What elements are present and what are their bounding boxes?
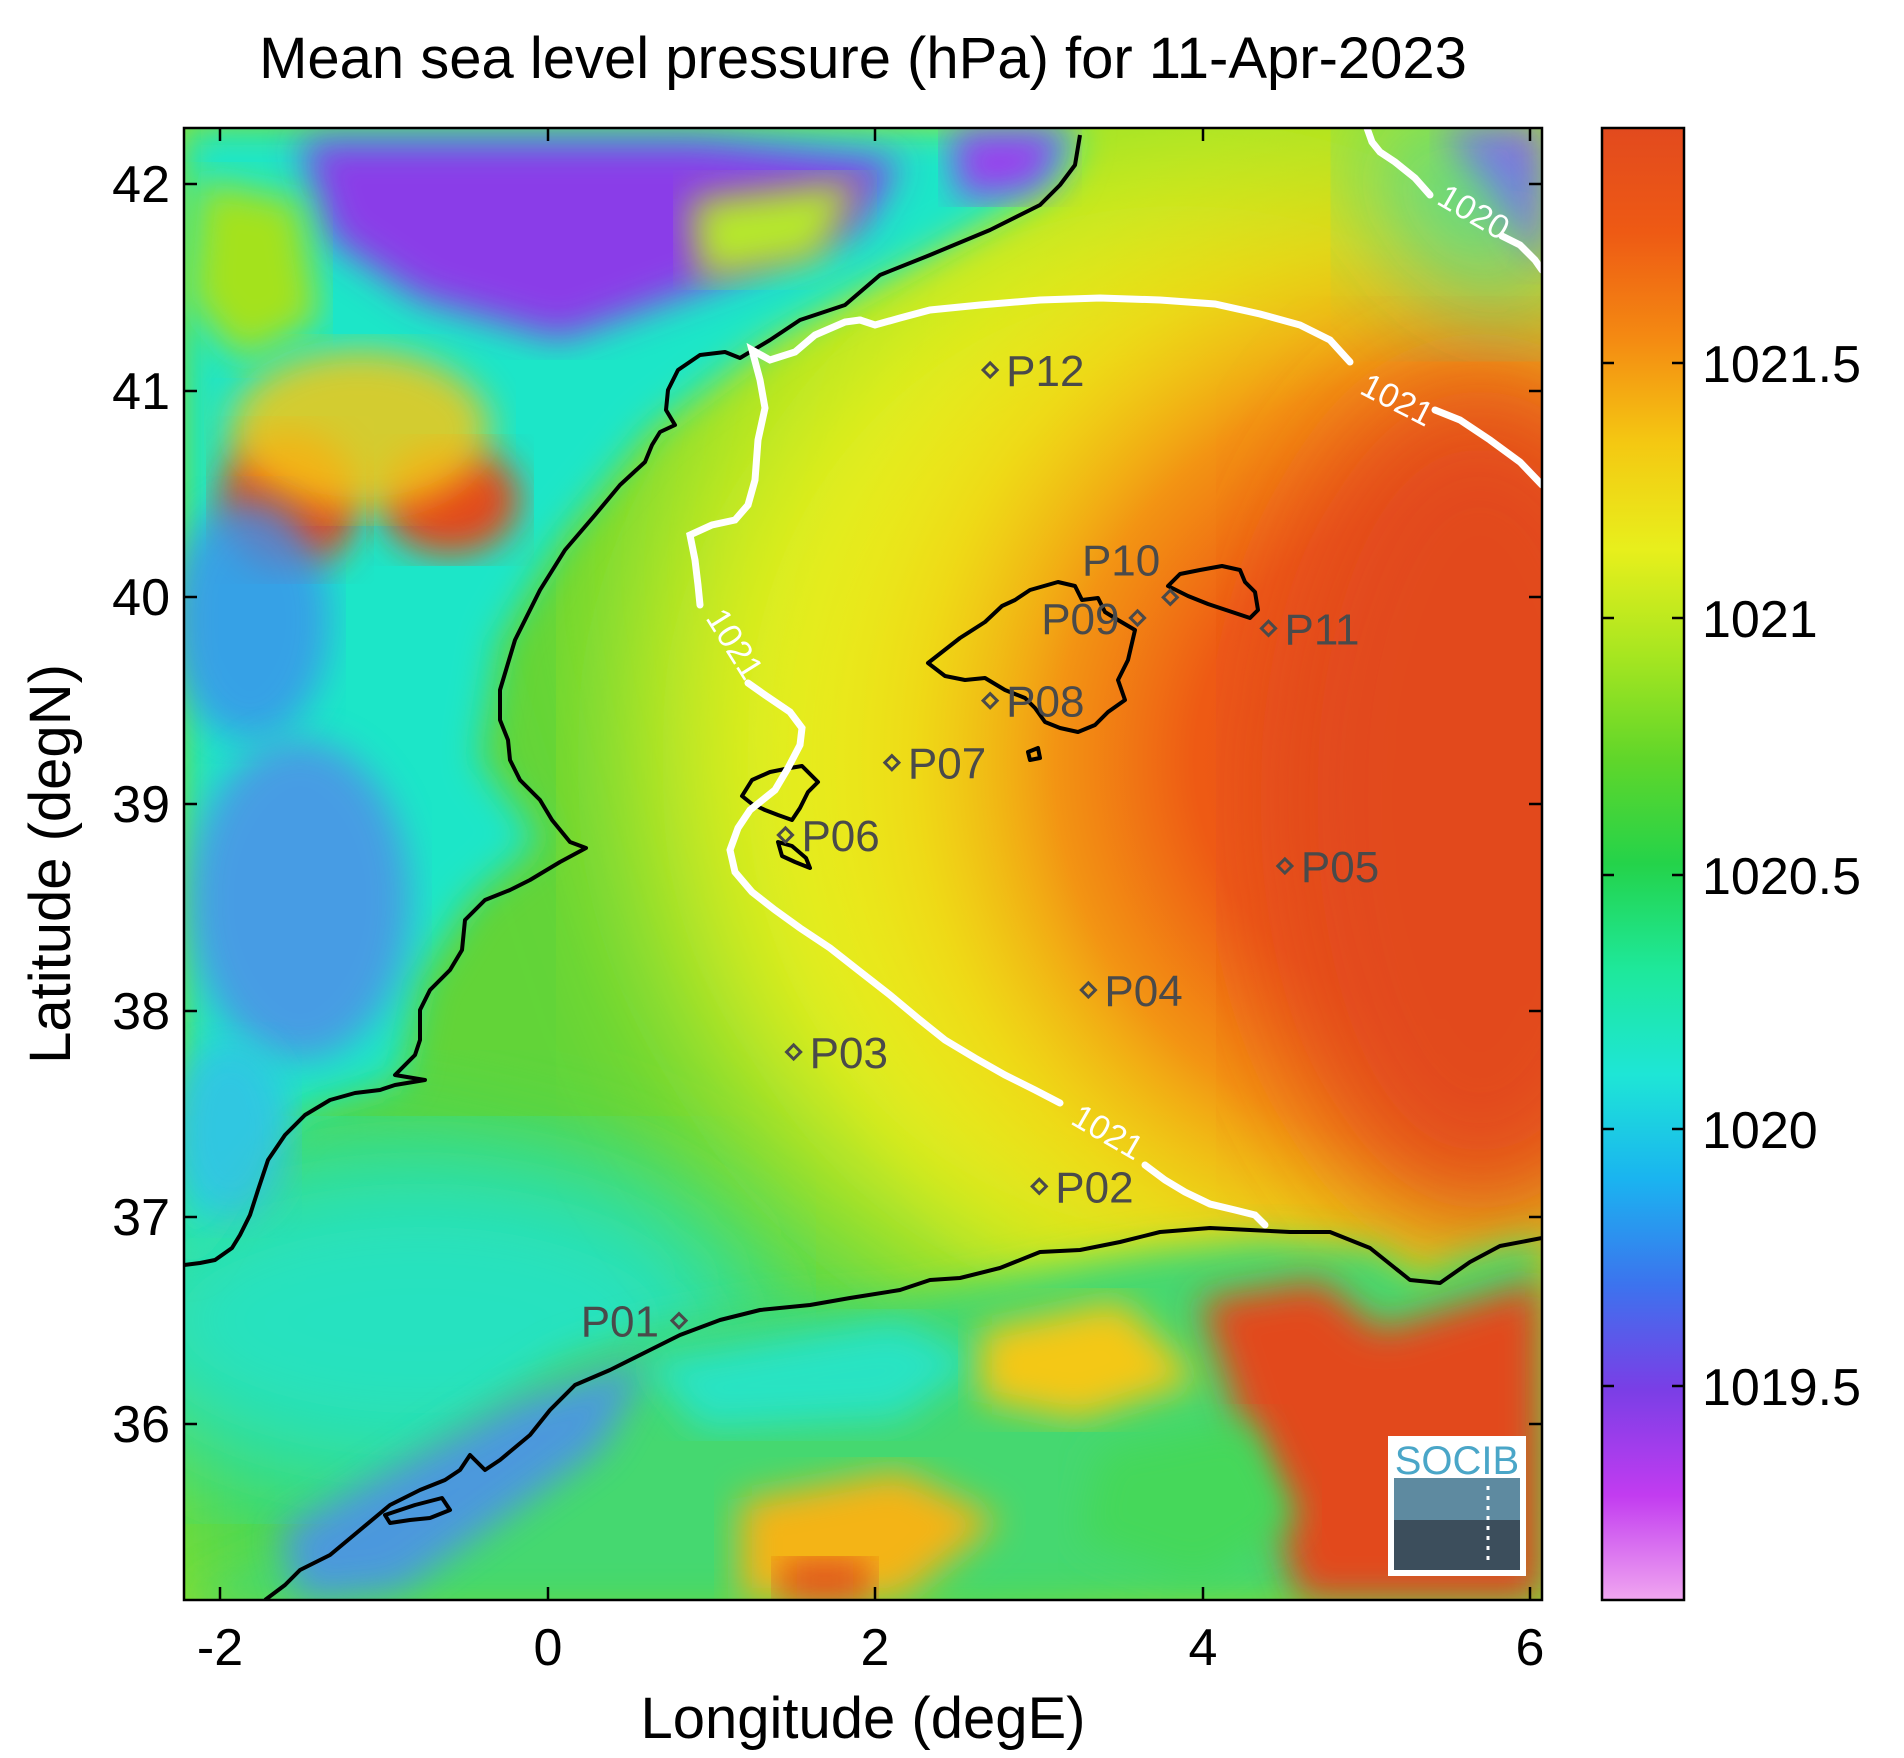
station-marker	[1161, 588, 1180, 607]
y-tick-label: 37	[112, 1189, 170, 1247]
station-marker	[669, 1311, 689, 1330]
station-marker	[980, 691, 1000, 710]
station-marker	[980, 360, 1000, 380]
station-marker	[1128, 608, 1147, 628]
station-label: P10	[1082, 536, 1160, 585]
y-tick-labels: 36 37 38 39 40 41 42	[112, 156, 170, 1454]
pressure-field: 1020 1021 1021 1021 P01P02P03P04P05P06P0…	[184, 128, 1542, 1600]
coastline	[184, 134, 1542, 1600]
station-label: P07	[908, 740, 986, 789]
station-label: P02	[1055, 1163, 1133, 1212]
x-tick-label: -2	[197, 1619, 243, 1677]
station-marker	[882, 753, 902, 772]
y-tick-label: 39	[112, 776, 170, 834]
x-tick-labels: -2 0 2 4 6	[197, 1619, 1545, 1677]
station-points: P01 P02 P03 P04 P05 P06 P07 P08 P09 P10 P11 P12	[581, 347, 1379, 1347]
map-tick-marks	[184, 128, 1542, 1600]
colorbar-tick-label: 1020	[1702, 1102, 1818, 1160]
colorbar-ramp	[1602, 128, 1684, 1600]
y-tick-label: 41	[112, 363, 170, 421]
y-tick-label: 42	[112, 156, 170, 214]
map-frame	[182, 126, 1544, 1602]
station-label: P04	[1104, 967, 1182, 1016]
colorbar-tick-marks	[1602, 361, 1684, 1388]
station-marker	[1079, 980, 1098, 1000]
colorbar: 1019.5 1020 1020.5 1021 1021.5	[1600, 126, 1861, 1602]
y-tick-label: 40	[112, 569, 170, 627]
colorbar-tick-label: 1021.5	[1702, 336, 1861, 394]
station-label: P11	[1285, 605, 1360, 654]
map-title: Mean sea level pressure (hPa) for 11-Apr…	[259, 26, 1467, 91]
x-tick-label: 6	[1516, 1619, 1545, 1677]
station-label: P06	[801, 812, 879, 861]
station-marker	[784, 1042, 803, 1062]
colorbar-tick-label: 1019.5	[1702, 1359, 1861, 1417]
y-axis-label: Latitude (degN)	[18, 664, 83, 1064]
isobar-contours	[686, 128, 1542, 1229]
x-tick-label: 0	[534, 1619, 563, 1677]
x-axis-label: Longitude (degE)	[641, 1686, 1086, 1751]
station-label: P09	[1041, 595, 1119, 644]
colorbar-tick-label: 1021	[1702, 591, 1818, 649]
station-marker	[1275, 856, 1295, 876]
colorbar-frame	[1600, 126, 1686, 1602]
socib-logo: SOCIB	[1388, 1436, 1526, 1576]
x-tick-label: 4	[1189, 1619, 1218, 1677]
colorbar-tick-label: 1020.5	[1702, 848, 1861, 906]
station-marker	[776, 825, 795, 845]
socib-logo-text: SOCIB	[1395, 1439, 1519, 1483]
x-tick-label: 2	[861, 1619, 890, 1677]
station-label: P12	[1006, 347, 1084, 396]
y-tick-label: 38	[112, 983, 170, 1041]
station-label: P01	[581, 1298, 659, 1347]
station-label: P03	[810, 1029, 888, 1078]
station-label: P08	[1006, 678, 1084, 727]
station-marker	[1259, 619, 1278, 638]
station-marker	[1030, 1177, 1049, 1196]
station-label: P05	[1301, 843, 1379, 892]
y-tick-label: 36	[112, 1396, 170, 1454]
